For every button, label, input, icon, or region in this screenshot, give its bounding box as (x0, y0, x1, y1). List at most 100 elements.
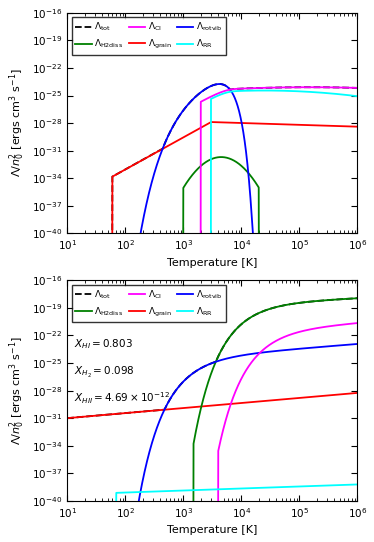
$\Lambda_{\rm rotvib}$ (355, 239, 359, 246)
$\Lambda_{\rm tot}$ (355, 295, 359, 301)
Line: $\Lambda_{\rm H2diss}$: $\Lambda_{\rm H2diss}$ (67, 157, 357, 242)
Line: $\Lambda_{\rm tot}$: $\Lambda_{\rm tot}$ (67, 298, 357, 418)
$\Lambda_{\rm CI}$ (303, 84, 308, 91)
$\Lambda_{\rm rotvib}$ (65, 507, 70, 513)
$\Lambda_{\rm grain}$ (65, 415, 70, 422)
$\Lambda_{\rm H2diss}$ (304, 239, 308, 246)
$\Lambda_{\rm rotvib}$ (176, 115, 180, 121)
$\Lambda_{\rm grain}$ (254, 120, 258, 127)
$\Lambda_{\rm RR}$ (176, 487, 180, 494)
$\Lambda_{\rm tot}$ (303, 299, 308, 305)
$\Lambda_{\rm H2diss}$ (239, 321, 243, 327)
$\Lambda_{\rm H2diss}$ (355, 295, 359, 301)
$\Lambda_{\rm grain}$ (355, 390, 359, 396)
$\Lambda_{\rm RR}$ (118, 489, 122, 496)
$\Lambda_{\rm RR}$ (176, 239, 180, 246)
$\Lambda_{\rm rotvib}$ (304, 239, 308, 246)
$\Lambda_{\rm grain}$ (281, 396, 286, 403)
$\Lambda_{\rm rotvib}$ (217, 81, 222, 87)
$\Lambda_{\rm RR}$ (262, 87, 267, 94)
Line: $\Lambda_{\rm CI}$: $\Lambda_{\rm CI}$ (67, 87, 357, 242)
$\Lambda_{\rm rotvib}$ (254, 350, 258, 357)
Line: $\Lambda_{\rm RR}$: $\Lambda_{\rm RR}$ (67, 91, 357, 242)
$\Lambda_{\rm tot}$ (254, 85, 258, 91)
$\Lambda_{\rm H2diss}$ (239, 163, 243, 169)
X-axis label: Temperature [K]: Temperature [K] (167, 257, 257, 268)
$\Lambda_{\rm CI}$ (118, 239, 122, 246)
$\Lambda_{\rm CI}$ (65, 239, 70, 246)
$\Lambda_{\rm CI}$ (355, 320, 359, 326)
$\Lambda_{\rm H2diss}$ (254, 311, 258, 318)
Line: $\Lambda_{\rm CI}$: $\Lambda_{\rm CI}$ (67, 323, 357, 510)
$\Lambda_{\rm grain}$ (239, 120, 243, 126)
$\Lambda_{\rm RR}$ (254, 87, 258, 94)
$\Lambda_{\rm grain}$ (65, 239, 70, 246)
$\Lambda_{\rm rotvib}$ (118, 507, 122, 513)
$\Lambda_{\rm rotvib}$ (254, 239, 258, 246)
$\Lambda_{\rm RR}$ (355, 481, 359, 488)
Text: $X_{HI} = 0.803$: $X_{HI} = 0.803$ (74, 338, 132, 351)
$\Lambda_{\rm grain}$ (282, 121, 286, 127)
$\Lambda_{\rm H2diss}$ (254, 180, 258, 186)
Line: $\Lambda_{\rm tot}$: $\Lambda_{\rm tot}$ (67, 84, 357, 242)
$\Lambda_{\rm grain}$ (254, 398, 258, 405)
$\Lambda_{\rm RR}$ (304, 88, 308, 95)
$\Lambda_{\rm RR}$ (281, 484, 286, 491)
Line: $\Lambda_{\rm rotvib}$: $\Lambda_{\rm rotvib}$ (67, 344, 357, 510)
$\Lambda_{\rm H2diss}$ (176, 239, 180, 246)
$\Lambda_{\rm rotvib}$ (281, 347, 286, 353)
$\Lambda_{\rm tot}$ (239, 321, 243, 327)
$\Lambda_{\rm CI}$ (254, 354, 258, 360)
$\Lambda_{\rm RR}$ (254, 485, 258, 491)
Line: $\Lambda_{\rm rotvib}$: $\Lambda_{\rm rotvib}$ (67, 84, 357, 242)
$\Lambda_{\rm rotvib}$ (176, 384, 180, 391)
Line: $\Lambda_{\rm H2diss}$: $\Lambda_{\rm H2diss}$ (67, 298, 357, 510)
Text: $X_{HII} = 4.69 \times 10^{-12}$: $X_{HII} = 4.69 \times 10^{-12}$ (74, 391, 170, 406)
$\Lambda_{\rm RR}$ (303, 483, 308, 489)
$\Lambda_{\rm grain}$ (118, 410, 122, 417)
Line: $\Lambda_{\rm RR}$: $\Lambda_{\rm RR}$ (67, 485, 357, 510)
$\Lambda_{\rm CI}$ (176, 239, 180, 246)
$\Lambda_{\rm tot}$ (281, 302, 286, 308)
$\Lambda_{\rm H2diss}$ (65, 507, 70, 513)
$\Lambda_{\rm RR}$ (355, 93, 359, 100)
$\Lambda_{\rm tot}$ (355, 85, 359, 91)
X-axis label: Temperature [K]: Temperature [K] (167, 525, 257, 535)
$\Lambda_{\rm grain}$ (209, 119, 213, 125)
$\Lambda_{\rm grain}$ (303, 394, 308, 401)
$\Lambda_{\rm CI}$ (176, 507, 180, 513)
$\Lambda_{\rm H2diss}$ (118, 239, 122, 246)
$\Lambda_{\rm CI}$ (307, 84, 312, 91)
$\Lambda_{\rm CI}$ (355, 85, 359, 91)
$\Lambda_{\rm tot}$ (65, 239, 70, 246)
$\Lambda_{\rm rotvib}$ (118, 239, 122, 246)
$\Lambda_{\rm CI}$ (281, 334, 286, 340)
$\Lambda_{\rm grain}$ (118, 169, 122, 176)
$\Lambda_{\rm tot}$ (304, 84, 308, 91)
$\Lambda_{\rm tot}$ (118, 169, 122, 176)
Line: $\Lambda_{\rm grain}$: $\Lambda_{\rm grain}$ (67, 393, 357, 418)
Legend: $\Lambda_{\rm tot}$, $\Lambda_{\rm H2diss}$, $\Lambda_{\rm CI}$, $\Lambda_{\rm g: $\Lambda_{\rm tot}$, $\Lambda_{\rm H2dis… (72, 285, 226, 322)
$\Lambda_{\rm H2diss}$ (219, 154, 223, 160)
$\Lambda_{\rm CI}$ (254, 85, 258, 92)
$\Lambda_{\rm H2diss}$ (281, 302, 286, 308)
$\Lambda_{\rm tot}$ (282, 84, 286, 91)
$\Lambda_{\rm rotvib}$ (355, 341, 359, 347)
$\Lambda_{\rm RR}$ (118, 239, 122, 246)
$\Lambda_{\rm tot}$ (176, 384, 180, 391)
$\Lambda_{\rm grain}$ (304, 122, 308, 128)
$\Lambda_{\rm tot}$ (118, 410, 122, 417)
$\Lambda_{\rm tot}$ (176, 115, 180, 121)
Legend: $\Lambda_{\rm tot}$, $\Lambda_{\rm H2diss}$, $\Lambda_{\rm CI}$, $\Lambda_{\rm g: $\Lambda_{\rm tot}$, $\Lambda_{\rm H2dis… (72, 17, 226, 55)
$\Lambda_{\rm CI}$ (65, 507, 70, 513)
Y-axis label: $\Lambda/n_0^2$ [ergs cm$^3$ s$^{-1}$]: $\Lambda/n_0^2$ [ergs cm$^3$ s$^{-1}$] (7, 336, 27, 445)
Text: $X_{H_2} = 0.098$: $X_{H_2} = 0.098$ (74, 365, 134, 380)
$\Lambda_{\rm H2diss}$ (65, 239, 70, 246)
$\Lambda_{\rm rotvib}$ (65, 239, 70, 246)
$\Lambda_{\rm CI}$ (303, 327, 308, 333)
$\Lambda_{\rm tot}$ (254, 311, 258, 318)
$\Lambda_{\rm RR}$ (282, 87, 286, 94)
$\Lambda_{\rm RR}$ (65, 507, 70, 513)
$\Lambda_{\rm grain}$ (239, 400, 243, 406)
$\Lambda_{\rm H2diss}$ (282, 239, 286, 246)
